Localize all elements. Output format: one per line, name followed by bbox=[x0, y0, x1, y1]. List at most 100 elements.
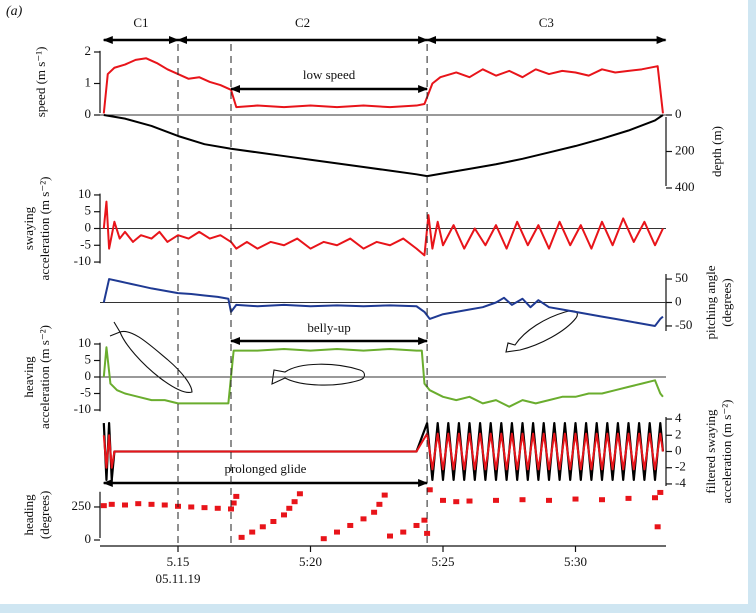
data-point bbox=[249, 529, 256, 535]
data-point bbox=[387, 533, 393, 539]
y-tick-label: 0 bbox=[675, 442, 682, 457]
annotation-label-bg bbox=[129, 16, 153, 32]
y-axis-label: depth (m) bbox=[709, 126, 724, 177]
data-point bbox=[654, 524, 661, 530]
annotation-label-bg bbox=[296, 321, 362, 337]
x-tick-label: 5:20 bbox=[299, 554, 322, 569]
data-point bbox=[270, 519, 277, 525]
y-tick-label: -5 bbox=[80, 236, 91, 251]
data-point bbox=[161, 502, 168, 508]
y-tick-label: -5 bbox=[80, 384, 91, 399]
annotation-label: low speed bbox=[303, 67, 356, 82]
data-point bbox=[400, 529, 407, 535]
annotation-label-bg bbox=[291, 16, 314, 32]
annotation-label-bg bbox=[207, 462, 324, 478]
y-tick-label: 0 bbox=[85, 368, 92, 383]
data-point bbox=[360, 516, 367, 522]
y-tick-label: 10 bbox=[78, 335, 91, 350]
data-point bbox=[230, 500, 237, 506]
data-point bbox=[519, 497, 526, 503]
data-point bbox=[371, 509, 378, 515]
annotation-label: belly-up bbox=[307, 320, 350, 335]
data-point bbox=[652, 495, 658, 501]
data-point bbox=[466, 498, 473, 504]
y-tick-label: -2 bbox=[675, 459, 686, 474]
y-axis-label: acceleration (m s⁻²) bbox=[37, 177, 52, 281]
annotation-label-bg bbox=[535, 16, 558, 32]
data-point bbox=[413, 522, 420, 528]
fish-head-up bbox=[505, 310, 578, 353]
data-point bbox=[493, 497, 499, 503]
data-point bbox=[100, 503, 107, 509]
y-axis-label: speed (m s⁻¹) bbox=[33, 47, 48, 118]
data-point bbox=[453, 499, 460, 505]
y-tick-label: 5 bbox=[85, 203, 92, 218]
data-point bbox=[599, 497, 605, 503]
x-tick-label: 5:25 bbox=[431, 554, 454, 569]
y-tick-label: -10 bbox=[74, 401, 91, 416]
y-tick-label: 250 bbox=[72, 498, 92, 513]
y-axis-label: heaving bbox=[21, 356, 36, 398]
data-point bbox=[572, 496, 579, 502]
y-axis-label: acceleration (m s⁻²) bbox=[719, 400, 734, 504]
y-tick-label: 0 bbox=[85, 531, 92, 546]
data-point bbox=[440, 497, 446, 503]
annotation-label: C2 bbox=[295, 15, 310, 30]
data-point bbox=[424, 530, 431, 536]
x-date-label: 05.11.19 bbox=[155, 571, 200, 586]
data-point bbox=[320, 536, 327, 542]
y-tick-label: 0 bbox=[675, 293, 682, 308]
data-point bbox=[135, 501, 142, 507]
annotation-label: prolonged glide bbox=[224, 461, 306, 476]
y-axis-label: heading bbox=[21, 494, 36, 536]
data-point bbox=[657, 489, 664, 495]
data-point bbox=[376, 501, 383, 507]
y-tick-label: -50 bbox=[675, 317, 692, 332]
data-point bbox=[108, 501, 115, 507]
annotation-label: C1 bbox=[133, 15, 148, 30]
y-tick-label: 1 bbox=[85, 74, 92, 89]
data-point bbox=[148, 501, 155, 507]
data-point bbox=[259, 524, 266, 530]
x-tick-label: 5.15 bbox=[167, 554, 190, 569]
data-point bbox=[421, 517, 428, 523]
data-point bbox=[296, 491, 303, 497]
data-line bbox=[103, 114, 664, 178]
y-tick-label: -4 bbox=[675, 475, 686, 490]
data-point bbox=[426, 487, 433, 493]
data-point bbox=[188, 504, 195, 510]
y-tick-label: 0 bbox=[85, 219, 92, 234]
panel-label: (a) bbox=[6, 4, 23, 19]
data-point bbox=[238, 534, 245, 540]
annotation-label: C3 bbox=[539, 15, 554, 30]
y-tick-label: 2 bbox=[85, 43, 92, 58]
fish-illustrations bbox=[109, 310, 578, 394]
y-tick-label: 4 bbox=[675, 410, 682, 425]
data-point bbox=[334, 529, 340, 535]
data-point bbox=[201, 505, 208, 511]
data-point bbox=[228, 506, 234, 512]
y-axis-label: pitching angle bbox=[703, 265, 718, 339]
y-axis-label: (degrees) bbox=[37, 491, 52, 539]
y-axis-label: acceleration (m s⁻²) bbox=[37, 325, 52, 429]
fish-head-down bbox=[109, 321, 193, 394]
data-point bbox=[546, 497, 552, 503]
y-tick-label: 400 bbox=[675, 179, 695, 194]
data-point bbox=[381, 492, 388, 498]
data-point bbox=[625, 495, 632, 501]
y-axis-label: (degrees) bbox=[719, 278, 734, 326]
data-point bbox=[286, 505, 293, 511]
y-tick-label: 0 bbox=[675, 106, 682, 121]
y-tick-label: -10 bbox=[74, 253, 91, 268]
data-point bbox=[281, 512, 287, 518]
data-line bbox=[102, 278, 664, 327]
data-point bbox=[233, 493, 240, 499]
x-tick-label: 5:30 bbox=[564, 554, 587, 569]
y-tick-label: 5 bbox=[85, 351, 92, 366]
y-axis-label: filtered swaying bbox=[703, 409, 718, 494]
y-tick-label: 2 bbox=[675, 426, 682, 441]
data-line bbox=[102, 200, 664, 257]
data-point bbox=[122, 502, 128, 508]
